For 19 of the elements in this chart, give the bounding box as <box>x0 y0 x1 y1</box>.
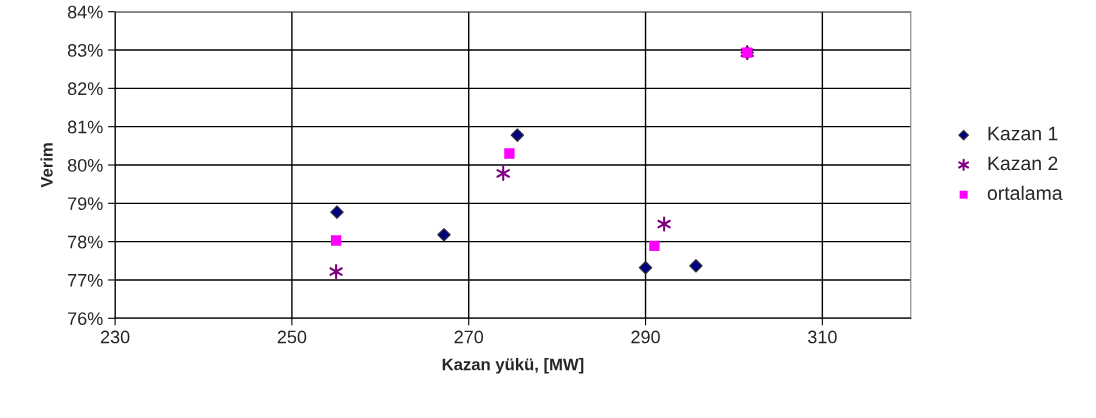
y-tick-label: 77% <box>68 274 103 287</box>
x-tick-label: 230 <box>100 330 130 344</box>
x-tick-label: 290 <box>631 330 660 344</box>
x-axis-title: Kazan yükü, [MW] <box>442 358 584 374</box>
y-tick-label: 83% <box>67 43 103 57</box>
x-tick-label: 250 <box>277 330 307 344</box>
y-tick-label: 78% <box>68 235 103 249</box>
y-tick-label: 79% <box>68 197 103 211</box>
x-tick-label: 310 <box>807 330 837 344</box>
y-tick-label: 81% <box>67 120 103 134</box>
y-tick-label: 80% <box>67 158 103 172</box>
y-tick-label: 76% <box>68 312 103 326</box>
x-tick-label: 270 <box>454 330 484 344</box>
legend-label: Kazan 2 <box>988 156 1058 171</box>
legend-label: Kazan 1 <box>988 126 1058 141</box>
y-tick-label: 82% <box>67 82 103 96</box>
legend-label: ortalama <box>987 185 1063 201</box>
y-tick-label: 84% <box>67 5 103 19</box>
y-axis-title: Verim <box>40 143 53 188</box>
